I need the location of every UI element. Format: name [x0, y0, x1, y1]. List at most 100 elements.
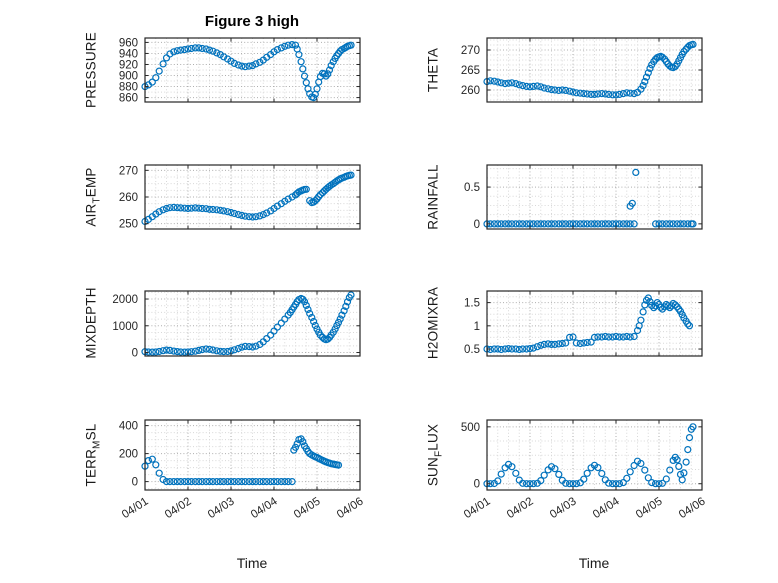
data-point: [277, 44, 285, 52]
data-point: [685, 434, 694, 442]
subplot-terr_msl: 0 200 400 04/01 04/02 04/03 04/04 04/05 04/06: [119, 419, 366, 521]
data-point: [198, 44, 206, 53]
data-point: [213, 206, 221, 214]
data-point: [576, 220, 584, 228]
data-point: [689, 40, 697, 48]
data-point: [310, 317, 318, 326]
data-point: [583, 220, 591, 228]
data-point: [205, 205, 214, 213]
y-tick-label: 1.5: [464, 298, 480, 310]
data-point: [302, 301, 310, 309]
data-point: [490, 220, 498, 228]
data-point: [241, 212, 249, 220]
data-point: [315, 193, 323, 201]
data-point: [297, 58, 305, 66]
minor-grid: [487, 420, 702, 490]
data-point: [601, 90, 609, 98]
data-point: [166, 477, 174, 486]
data-point: [256, 477, 264, 486]
axes-box: [144, 37, 361, 103]
data-point: [630, 461, 638, 470]
data-point: [288, 41, 296, 49]
x-tick-label: 04/01: [462, 495, 493, 521]
data-point: [630, 220, 638, 228]
data-point: [313, 85, 321, 93]
data-point: [238, 343, 246, 351]
data-point: [540, 471, 548, 479]
data-point: [245, 213, 253, 221]
data-point: [336, 315, 344, 323]
data-point: [658, 305, 666, 313]
data-point: [639, 81, 647, 90]
data-point: [177, 348, 185, 356]
data-point: [173, 477, 181, 486]
data-point: [501, 220, 509, 228]
minor-grid: [145, 420, 360, 490]
data-point: [224, 208, 232, 216]
data-point: [263, 334, 271, 343]
y-tick-labels: 0 200 400: [119, 421, 138, 489]
y-tick-label: 200: [119, 449, 138, 461]
y-tick-labels: 00.5: [464, 182, 480, 231]
data-point: [308, 313, 316, 322]
data-point: [537, 220, 545, 228]
data-point: [537, 83, 545, 91]
data-point: [587, 338, 595, 346]
data-point: [671, 301, 679, 309]
y-tick-label: 270: [461, 45, 480, 57]
data-point: [650, 304, 658, 312]
data-point: [227, 477, 235, 486]
data-point: [195, 477, 203, 486]
y-tick-label: 265: [461, 65, 480, 77]
data-point: [340, 307, 348, 315]
data-point: [522, 220, 531, 228]
data-point: [299, 438, 307, 446]
data-point: [191, 477, 199, 486]
data-point: [152, 74, 160, 82]
data-point: [191, 204, 199, 212]
x-tick-labels: 04/01 04/02 04/03 04/04 04/05 04/06: [462, 495, 708, 521]
data-point: [666, 466, 674, 474]
data-point: [213, 347, 221, 355]
data-point: [347, 41, 355, 49]
data-point: [230, 209, 238, 218]
minor-grid: [145, 38, 360, 102]
data-point: [170, 477, 178, 486]
data-point: [562, 86, 570, 95]
data-point: [540, 340, 548, 349]
data-point: [494, 477, 502, 485]
data-point: [587, 220, 595, 228]
data-point: [680, 220, 688, 228]
data-point: [562, 220, 570, 228]
x-tick-label: 04/01: [120, 495, 151, 521]
y-tick-label: 0.5: [464, 344, 480, 356]
data-point: [609, 333, 617, 341]
y-tick-label: 500: [461, 422, 480, 434]
scatter-points: [483, 423, 697, 488]
data-point: [619, 89, 627, 98]
data-point: [497, 470, 505, 478]
data-point: [590, 333, 599, 342]
data-point: [662, 475, 670, 483]
axes-box: [486, 290, 703, 357]
data-point: [202, 45, 210, 53]
y-tick-label: 260: [119, 192, 138, 204]
data-point: [601, 332, 609, 341]
data-point: [658, 479, 666, 487]
data-point: [609, 91, 617, 99]
data-point: [180, 46, 189, 54]
data-point: [562, 339, 570, 347]
data-point: [173, 204, 181, 212]
data-point: [576, 89, 584, 97]
data-point: [590, 90, 599, 99]
data-point: [316, 190, 324, 199]
data-point: [547, 340, 556, 349]
subplot-rainfall: 00.5: [464, 164, 703, 231]
data-point: [580, 220, 588, 228]
data-point: [562, 479, 570, 487]
data-point: [343, 298, 352, 306]
x-tick-label: 04/02: [163, 495, 194, 521]
data-point: [245, 477, 253, 486]
y-tick-label: 2000: [112, 294, 138, 306]
data-point: [327, 61, 335, 70]
